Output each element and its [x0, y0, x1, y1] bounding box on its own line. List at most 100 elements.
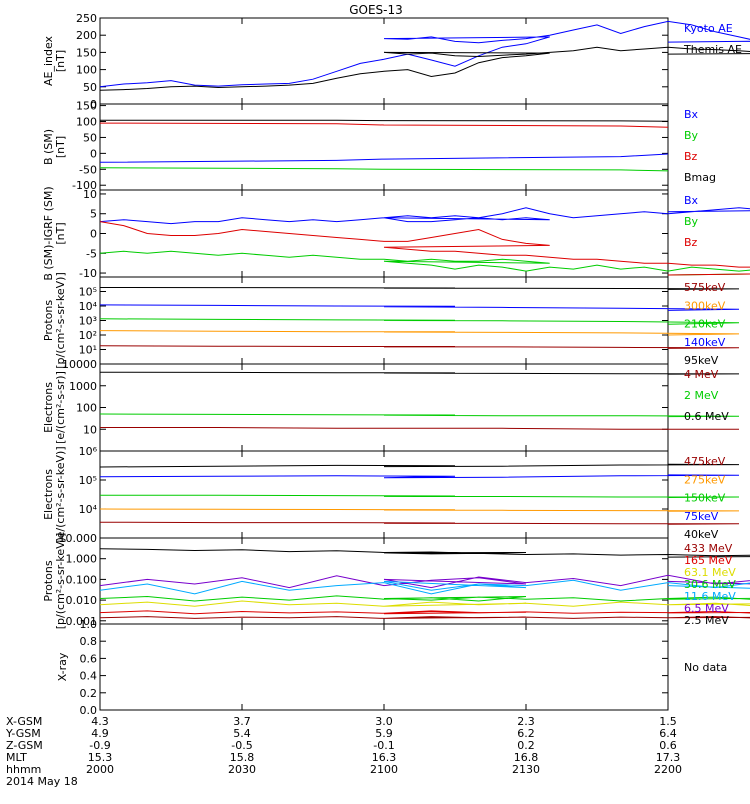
legend-entry: By [684, 215, 699, 228]
y-tick-label: 100 [76, 64, 97, 77]
y-axis-label-line: Protons [42, 300, 55, 341]
y-axis-label-line: Protons [42, 560, 55, 601]
x-axis-row-value: 6.4 [659, 727, 677, 740]
legend-entry: 433 MeV [684, 542, 733, 555]
legend-entry: 150keV [684, 492, 726, 505]
legend-entry: Bz [684, 150, 698, 163]
series-bx [99, 153, 669, 163]
series-bz [99, 122, 669, 128]
legend-entry: 40keV [684, 528, 719, 541]
y-axis-label: B (SM)[nT] [42, 129, 67, 165]
y-tick-label: 1.000 [66, 553, 98, 566]
y-tick-label: 10⁴ [79, 300, 98, 313]
y-axis-label-line: B (SM)-IGRF (SM) [42, 186, 55, 280]
legend-entry: Bx [684, 108, 699, 121]
legend-entry: No data [684, 661, 727, 674]
legend-entry: 475keV [684, 455, 726, 468]
y-axis-label: Electrons[e/(cm²-s-sr-keV)] [42, 446, 67, 542]
y-tick-label: 150 [76, 100, 97, 113]
y-axis-label: Protons[p/(cm²-s-sr-keV)] [42, 272, 67, 369]
y-tick-label: 150 [76, 46, 97, 59]
panel-frame [99, 17, 669, 105]
y-axis-label: Protons[p/(cm²-s-sr-keV)] [42, 533, 67, 630]
y-tick-label: 10⁵ [79, 286, 97, 299]
series-11-6-mev [99, 579, 750, 595]
series-40kev [99, 463, 740, 468]
series-475kev [99, 521, 740, 525]
x-axis-row-label: Y-GSM [5, 727, 41, 740]
y-tick-label: 10⁶ [79, 445, 98, 458]
legend-entry: Bx [684, 194, 699, 207]
legend-entry: 575keV [684, 281, 726, 294]
legend-entry: 2 MeV [684, 389, 719, 402]
x-axis-row-value: 3.7 [233, 715, 251, 728]
y-tick-label: 0.4 [80, 670, 98, 683]
y-axis-label-line: [nT] [54, 136, 67, 158]
x-axis-row-value: 1.5 [659, 715, 677, 728]
x-axis-row-value: 5.4 [233, 727, 251, 740]
y-axis-label: Electrons[e/(cm²-s-sr)] [42, 371, 67, 444]
x-axis-row-value: 6.2 [517, 727, 535, 740]
y-tick-label: 10⁵ [79, 474, 97, 487]
panel-frame [99, 450, 669, 539]
series-165-mev [99, 610, 750, 615]
legend-entry: 6.5 MeV [684, 602, 729, 615]
x-axis-row-value: 2030 [228, 763, 256, 776]
y-tick-label: 10³ [79, 315, 97, 328]
x-axis-row-value: 4.3 [91, 715, 109, 728]
y-tick-label: 1.0 [80, 618, 98, 631]
x-axis-row-value: 16.8 [514, 751, 539, 764]
series-300kev [99, 330, 740, 336]
series-bz [99, 221, 750, 276]
legend-entry: 30.6 MeV [684, 578, 736, 591]
x-axis-row-value: -0.9 [89, 739, 110, 752]
y-tick-label: 1000 [69, 380, 97, 393]
y-tick-label: 0 [90, 147, 97, 160]
series-275kev [99, 508, 740, 512]
y-axis-label-line: [e/(cm²-s-sr-keV)] [54, 446, 67, 542]
y-tick-label: 0 [90, 98, 97, 111]
y-tick-label: 0.010 [66, 594, 98, 607]
series-0-6-mev [99, 371, 740, 375]
legend-entry: 165 MeV [684, 554, 733, 567]
series-433-mev [99, 616, 750, 619]
x-axis-row-value: 2100 [370, 763, 398, 776]
panel-elec2: 10⁴ 10⁵ 10⁶ Electrons[e/(cm²-s-sr-keV)] 475k… [42, 445, 740, 543]
x-axis-row-value: 0.2 [517, 739, 535, 752]
y-tick-label: 0.2 [80, 687, 98, 700]
y-tick-label: 10 [83, 423, 97, 436]
series-kyoto-ae [99, 20, 750, 88]
y-axis-label-line: [p/(cm²-s-sr-keV)] [54, 272, 67, 369]
y-tick-label: 10000 [62, 358, 97, 371]
series-themis-ae [99, 46, 750, 91]
y-axis-label-line: [nT] [54, 222, 67, 244]
x-axis-row-value: 16.3 [372, 751, 397, 764]
x-axis-row-label: X-GSM [6, 715, 42, 728]
series-4-mev [100, 427, 739, 430]
legend-entry: 0.6 MeV [684, 410, 729, 423]
y-tick-label: 10⁴ [79, 503, 98, 516]
panel-frame [99, 537, 669, 625]
x-axis-row-value: 2200 [654, 763, 682, 776]
x-axis-row-value: 2130 [512, 763, 540, 776]
date-label: 2014 May 18 [6, 775, 78, 788]
y-tick-label: -10 [79, 267, 97, 280]
panel-bigrf: -10 -5 0 5 10 B (SM)-IGRF (SM)[nT] Bx By Bz [42, 186, 750, 281]
x-axis-row-label: MLT [6, 751, 27, 764]
panel-frame [99, 363, 669, 452]
legend-entry: 275keV [684, 473, 726, 486]
legend-entry: 210keV [684, 318, 726, 331]
y-tick-label: 0.0 [80, 704, 98, 717]
y-axis-label: AE_index[nT] [42, 35, 67, 86]
legend-entry: Bz [684, 236, 698, 249]
y-tick-label: 100 [76, 116, 97, 129]
series-6-5-mev [99, 574, 750, 589]
x-axis-row-value: 15.8 [230, 751, 255, 764]
y-axis-label-line: X-ray [56, 652, 69, 681]
y-tick-label: -100 [72, 179, 97, 192]
legend-entry: Bmag [684, 171, 716, 184]
x-axis-row-value: 3.0 [375, 715, 393, 728]
